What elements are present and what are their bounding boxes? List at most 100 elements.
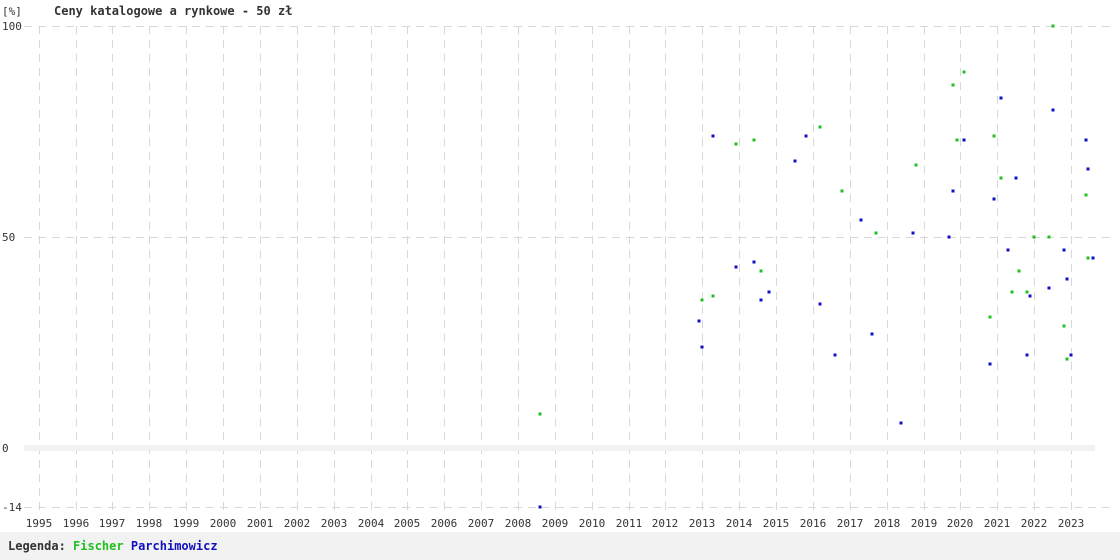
point-fischer — [700, 298, 704, 302]
point-fischer — [752, 138, 756, 142]
axis-ticks: 1995 1996 1997 1998 1999 2000 2001 2002 2003 2004… — [2, 20, 1084, 530]
x-tick-label: 2013 — [689, 517, 716, 530]
point-parchimowicz — [1069, 353, 1073, 357]
point-parchimowicz — [700, 345, 704, 349]
point-parchimowicz — [1047, 286, 1051, 290]
x-tick-label: 2023 — [1058, 517, 1085, 530]
x-tick-label: 2011 — [616, 517, 643, 530]
x-tick-label: 2006 — [431, 517, 458, 530]
point-fischer — [1017, 269, 1021, 273]
point-parchimowicz — [1091, 256, 1095, 260]
point-parchimowicz — [752, 260, 756, 264]
point-parchimowicz — [793, 159, 797, 163]
y-tick-label: 0 — [2, 442, 9, 455]
x-tick-label: 2000 — [210, 517, 237, 530]
chart-title: Ceny katalogowe a rynkowe - 50 zł — [54, 4, 292, 18]
point-parchimowicz — [711, 134, 715, 138]
legend: Legenda: Fischer Parchimowicz — [8, 539, 218, 553]
point-fischer — [992, 134, 996, 138]
point-parchimowicz — [1028, 294, 1032, 298]
point-parchimowicz — [734, 265, 738, 269]
x-tick-label: 1998 — [136, 517, 163, 530]
point-fischer — [951, 83, 955, 87]
point-parchimowicz — [759, 298, 763, 302]
point-parchimowicz — [1006, 248, 1010, 252]
point-parchimowicz — [962, 138, 966, 142]
x-tick-label: 2017 — [837, 517, 864, 530]
point-parchimowicz — [538, 505, 542, 509]
point-parchimowicz — [818, 302, 822, 306]
point-parchimowicz — [911, 231, 915, 235]
x-tick-label: 2020 — [947, 517, 974, 530]
point-fischer — [818, 125, 822, 129]
x-tick-label: 2019 — [911, 517, 938, 530]
point-fischer — [1010, 290, 1014, 294]
point-parchimowicz — [833, 353, 837, 357]
point-fischer — [711, 294, 715, 298]
point-parchimowicz — [870, 332, 874, 336]
point-parchimowicz — [1062, 248, 1066, 252]
x-tick-label: 2021 — [984, 517, 1011, 530]
x-tick-label: 2018 — [874, 517, 901, 530]
x-tick-label: 1999 — [173, 517, 200, 530]
x-tick-label: 2015 — [763, 517, 790, 530]
x-tick-label: 2009 — [542, 517, 569, 530]
x-tick-label: 2007 — [468, 517, 495, 530]
point-parchimowicz — [804, 134, 808, 138]
point-fischer — [759, 269, 763, 273]
x-tick-label: 1996 — [63, 517, 90, 530]
x-tick-label: 2002 — [284, 517, 311, 530]
x-tick-label: 2001 — [247, 517, 274, 530]
point-fischer — [962, 70, 966, 74]
point-parchimowicz — [899, 421, 903, 425]
x-tick-label: 2016 — [800, 517, 827, 530]
grid — [24, 26, 1115, 513]
x-tick-label: 2005 — [394, 517, 421, 530]
y-tick-label: 100 — [2, 20, 22, 33]
data-points — [538, 24, 1095, 509]
point-parchimowicz — [1051, 108, 1055, 112]
x-tick-label: 1995 — [26, 517, 53, 530]
zero-line — [24, 444, 1095, 451]
point-parchimowicz — [951, 189, 955, 193]
point-fischer — [874, 231, 878, 235]
point-parchimowicz — [947, 235, 951, 239]
point-parchimowicz — [1014, 176, 1018, 180]
point-fischer — [840, 189, 844, 193]
legend-prefix: Legenda: — [8, 539, 66, 553]
point-fischer — [1086, 256, 1090, 260]
point-parchimowicz — [988, 362, 992, 366]
x-tick-label: 1997 — [99, 517, 126, 530]
point-fischer — [1065, 357, 1069, 361]
point-fischer — [1047, 235, 1051, 239]
x-tick-label: 2022 — [1021, 517, 1048, 530]
point-parchimowicz — [1025, 353, 1029, 357]
x-tick-label: 2014 — [726, 517, 753, 530]
point-fischer — [1025, 290, 1029, 294]
point-fischer — [1032, 235, 1036, 239]
point-parchimowicz — [1086, 167, 1090, 171]
point-fischer — [914, 163, 918, 167]
point-parchimowicz — [859, 218, 863, 222]
x-tick-label: 2008 — [505, 517, 532, 530]
point-fischer — [999, 176, 1003, 180]
y-tick-label: -14 — [2, 501, 22, 514]
point-fischer — [1062, 324, 1066, 328]
x-tick-label: 2010 — [579, 517, 606, 530]
x-tick-label: 2003 — [321, 517, 348, 530]
legend-entry-parchimowicz: Parchimowicz — [130, 539, 218, 553]
point-parchimowicz — [999, 96, 1003, 100]
point-parchimowicz — [1084, 138, 1088, 142]
chart-background — [0, 0, 1120, 532]
point-parchimowicz — [767, 290, 771, 294]
point-parchimowicz — [1065, 277, 1069, 281]
legend-entry-fischer: Fischer — [73, 539, 124, 553]
y-tick-label: 50 — [2, 231, 15, 244]
point-parchimowicz — [697, 319, 701, 323]
point-fischer — [988, 315, 992, 319]
point-parchimowicz — [992, 197, 996, 201]
y-axis-label: [%] — [2, 5, 22, 18]
x-tick-label: 2004 — [358, 517, 385, 530]
point-fischer — [1051, 24, 1055, 28]
point-fischer — [1084, 193, 1088, 197]
